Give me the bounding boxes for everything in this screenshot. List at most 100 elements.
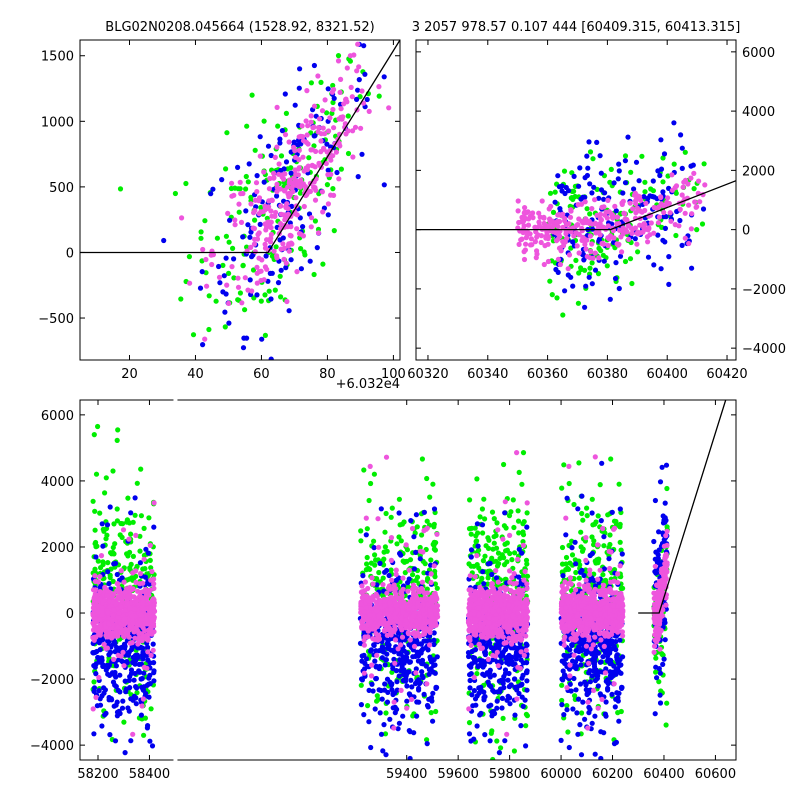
data-point — [253, 180, 260, 186]
data-point — [527, 242, 534, 248]
data-point — [493, 558, 499, 564]
data-point — [688, 226, 695, 232]
data-point — [128, 670, 135, 677]
data-point — [315, 73, 321, 79]
data-point — [370, 581, 376, 587]
data-point — [383, 454, 390, 460]
data-point — [261, 277, 267, 283]
data-point — [267, 175, 273, 182]
data-point — [394, 706, 400, 713]
data-point — [357, 640, 364, 646]
data-point — [642, 207, 648, 214]
data-point — [216, 263, 222, 270]
data-point — [197, 285, 204, 291]
data-point — [295, 166, 301, 172]
data-point — [550, 209, 557, 215]
data-point — [524, 581, 530, 587]
data-point — [382, 662, 388, 668]
data-point — [523, 723, 529, 729]
data-point — [110, 544, 116, 551]
data-point — [106, 694, 112, 701]
data-point — [367, 652, 373, 659]
data-point — [374, 624, 380, 630]
data-point — [407, 729, 413, 735]
data-point — [580, 220, 586, 226]
data-point — [90, 650, 96, 656]
data-point — [359, 595, 365, 601]
data-point — [226, 320, 232, 326]
data-point — [699, 221, 706, 227]
data-point — [481, 689, 487, 695]
data-point — [224, 130, 230, 136]
data-point — [356, 64, 362, 70]
data-point — [382, 681, 388, 687]
data-point — [576, 270, 582, 276]
data-point — [673, 232, 679, 239]
data-point — [489, 728, 495, 734]
data-point — [117, 186, 124, 192]
data-point — [146, 694, 152, 700]
data-point — [389, 669, 395, 675]
data-point — [656, 204, 662, 210]
data-point — [140, 645, 146, 651]
data-point — [532, 239, 539, 245]
data-point — [656, 214, 663, 220]
data-point — [281, 188, 288, 194]
data-point — [397, 550, 403, 557]
data-point — [355, 174, 361, 180]
data-point — [665, 195, 671, 201]
data-point — [371, 642, 377, 648]
data-point — [148, 706, 154, 712]
data-point — [502, 647, 508, 653]
data-point — [329, 110, 335, 116]
data-point — [430, 481, 436, 487]
data-point — [111, 521, 117, 527]
data-point — [120, 521, 126, 527]
data-point — [682, 149, 688, 155]
data-point — [359, 589, 365, 595]
data-point — [140, 600, 146, 606]
data-point — [318, 79, 324, 85]
data-point — [92, 664, 98, 670]
data-point — [226, 300, 232, 306]
data-point — [126, 677, 132, 684]
data-point — [354, 68, 360, 74]
data-point — [262, 241, 268, 247]
data-point — [286, 308, 292, 314]
data-point — [118, 630, 124, 636]
data-point — [280, 235, 286, 241]
data-point — [356, 77, 362, 83]
data-point — [219, 177, 225, 183]
data-point — [642, 189, 648, 195]
data-point — [103, 645, 109, 652]
data-point — [282, 171, 288, 177]
data-point — [124, 519, 130, 525]
data-point — [305, 123, 311, 129]
data-point — [411, 566, 418, 572]
data-point — [385, 689, 391, 696]
data-point — [95, 423, 101, 430]
data-point — [391, 725, 397, 731]
data-point — [125, 495, 131, 501]
data-point — [635, 249, 641, 255]
data-point — [248, 229, 254, 235]
data-point — [251, 241, 257, 247]
data-point — [331, 125, 337, 131]
data-point — [519, 682, 525, 688]
data-point — [358, 528, 364, 534]
data-point — [563, 184, 569, 191]
data-point — [673, 183, 680, 189]
data-point — [625, 222, 631, 229]
data-point — [141, 525, 147, 532]
data-point — [148, 577, 154, 583]
data-point — [266, 288, 272, 294]
data-point — [410, 654, 416, 660]
data-point — [407, 755, 413, 760]
data-point — [258, 268, 264, 274]
data-point — [511, 676, 518, 682]
data-point — [671, 120, 677, 126]
data-point — [576, 250, 582, 256]
data-point — [115, 594, 121, 600]
data-point — [593, 230, 599, 236]
data-point — [99, 521, 105, 527]
